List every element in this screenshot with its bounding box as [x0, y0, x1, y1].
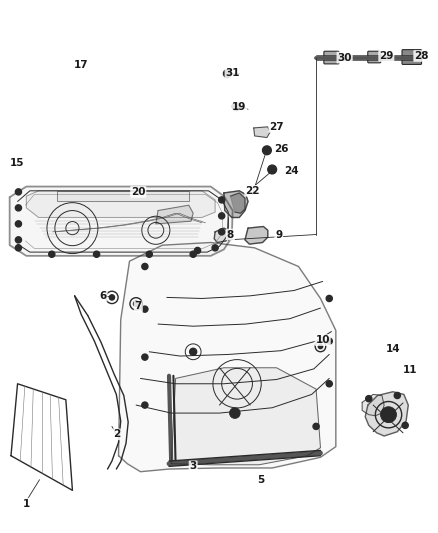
Text: 9: 9 [275, 230, 282, 239]
Circle shape [141, 354, 148, 360]
Circle shape [141, 263, 148, 270]
Circle shape [15, 205, 21, 211]
Circle shape [218, 229, 224, 235]
Text: 24: 24 [284, 166, 299, 175]
Circle shape [325, 295, 332, 302]
FancyBboxPatch shape [367, 51, 380, 63]
Circle shape [312, 423, 318, 430]
Text: 20: 20 [131, 187, 145, 197]
Circle shape [15, 221, 21, 227]
Text: 15: 15 [9, 158, 24, 167]
Polygon shape [364, 392, 407, 436]
FancyBboxPatch shape [323, 51, 338, 64]
Polygon shape [118, 243, 335, 472]
Circle shape [218, 197, 224, 203]
Circle shape [318, 344, 322, 349]
Circle shape [141, 306, 148, 312]
Circle shape [393, 392, 399, 399]
Circle shape [232, 103, 240, 110]
Polygon shape [155, 205, 193, 224]
Text: 29: 29 [378, 51, 392, 61]
Polygon shape [57, 191, 188, 201]
Polygon shape [253, 127, 269, 138]
Text: 10: 10 [314, 335, 329, 345]
Text: 28: 28 [413, 51, 428, 61]
Text: 5: 5 [257, 475, 264, 484]
Text: 30: 30 [336, 53, 351, 62]
Circle shape [189, 348, 196, 356]
Circle shape [93, 251, 99, 257]
Text: 11: 11 [402, 366, 417, 375]
Circle shape [146, 251, 152, 257]
Text: 3: 3 [189, 462, 196, 471]
Text: 22: 22 [244, 186, 259, 196]
FancyBboxPatch shape [401, 50, 420, 64]
Circle shape [223, 70, 231, 77]
Polygon shape [230, 193, 244, 213]
Text: 31: 31 [225, 68, 240, 78]
Circle shape [267, 165, 276, 174]
Text: 14: 14 [385, 344, 399, 354]
Text: 8: 8 [226, 230, 233, 239]
Text: 19: 19 [232, 102, 246, 111]
Text: 6: 6 [99, 291, 106, 301]
Polygon shape [26, 191, 215, 217]
Circle shape [49, 251, 55, 257]
Circle shape [380, 407, 396, 423]
Circle shape [218, 213, 224, 219]
Circle shape [190, 251, 196, 257]
Polygon shape [361, 394, 383, 416]
Circle shape [194, 247, 200, 254]
Circle shape [365, 395, 371, 402]
Circle shape [262, 146, 271, 155]
Circle shape [212, 245, 218, 251]
Circle shape [109, 295, 114, 300]
Circle shape [325, 381, 332, 387]
Circle shape [401, 422, 407, 429]
Polygon shape [214, 228, 230, 243]
Circle shape [133, 301, 138, 306]
Circle shape [15, 189, 21, 195]
Text: 26: 26 [273, 144, 288, 154]
Polygon shape [171, 368, 320, 465]
Polygon shape [10, 187, 232, 256]
Polygon shape [223, 191, 247, 217]
Text: 27: 27 [268, 122, 283, 132]
Text: 2: 2 [113, 430, 120, 439]
Text: 17: 17 [74, 60, 88, 70]
Text: 1: 1 [23, 499, 30, 508]
Text: 7: 7 [134, 302, 141, 311]
Circle shape [325, 338, 332, 344]
Polygon shape [244, 227, 267, 244]
Circle shape [15, 237, 21, 243]
Circle shape [229, 408, 240, 418]
Circle shape [15, 245, 21, 251]
Circle shape [141, 402, 148, 408]
